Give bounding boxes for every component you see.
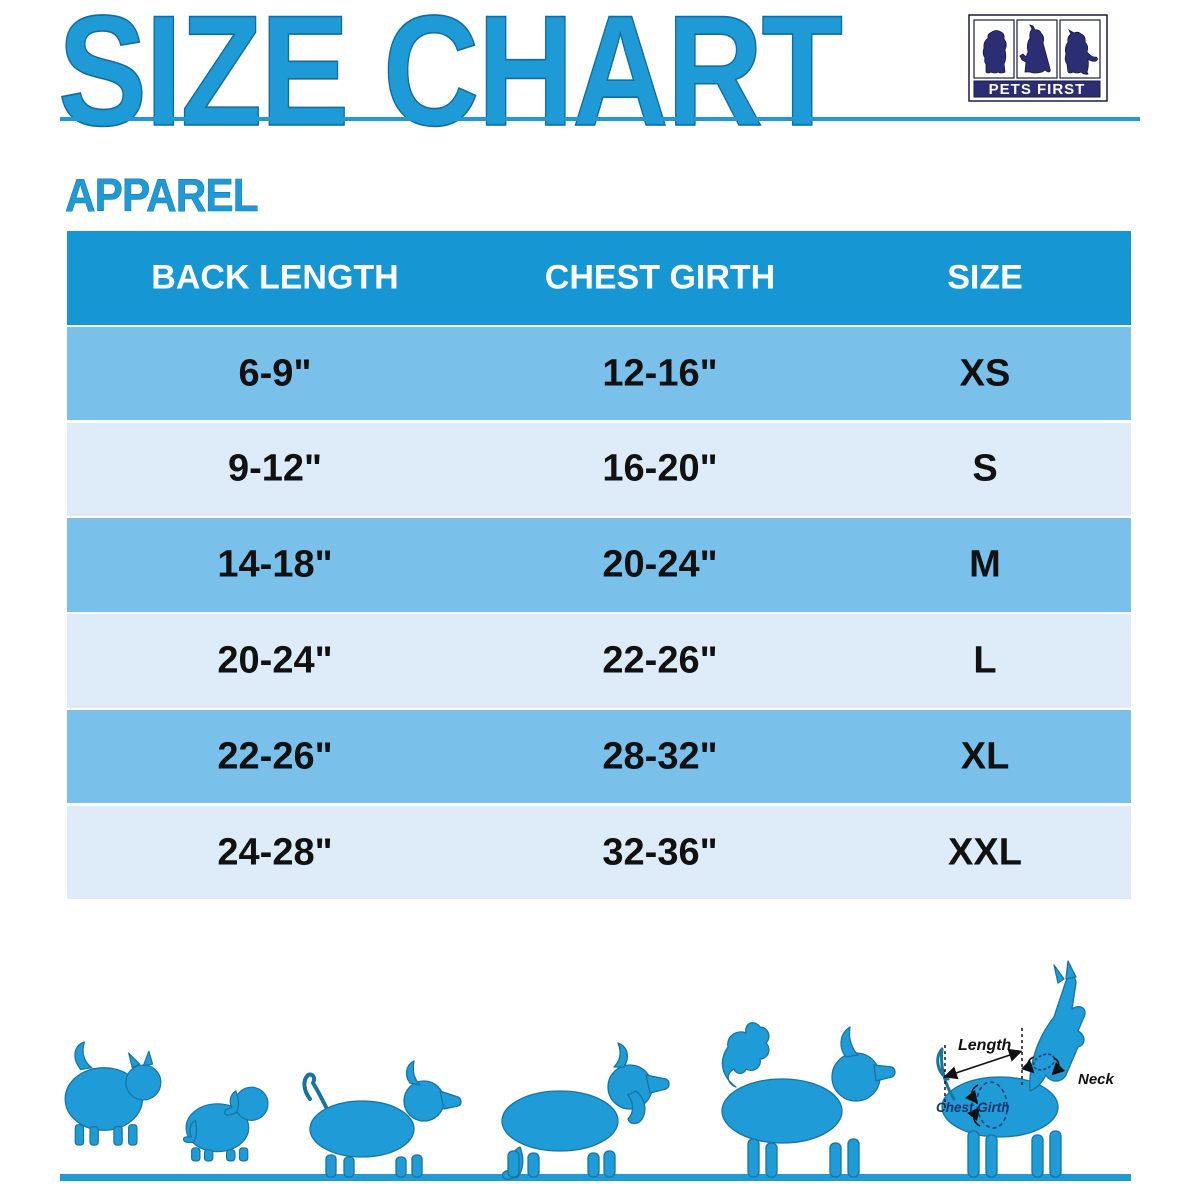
- svg-text:PETS FIRST: PETS FIRST: [989, 81, 1086, 98]
- svg-text:Neck: Neck: [1078, 1071, 1115, 1088]
- svg-text:Chest Girth: Chest Girth: [936, 1100, 1010, 1115]
- svg-text:Length: Length: [958, 1037, 1012, 1054]
